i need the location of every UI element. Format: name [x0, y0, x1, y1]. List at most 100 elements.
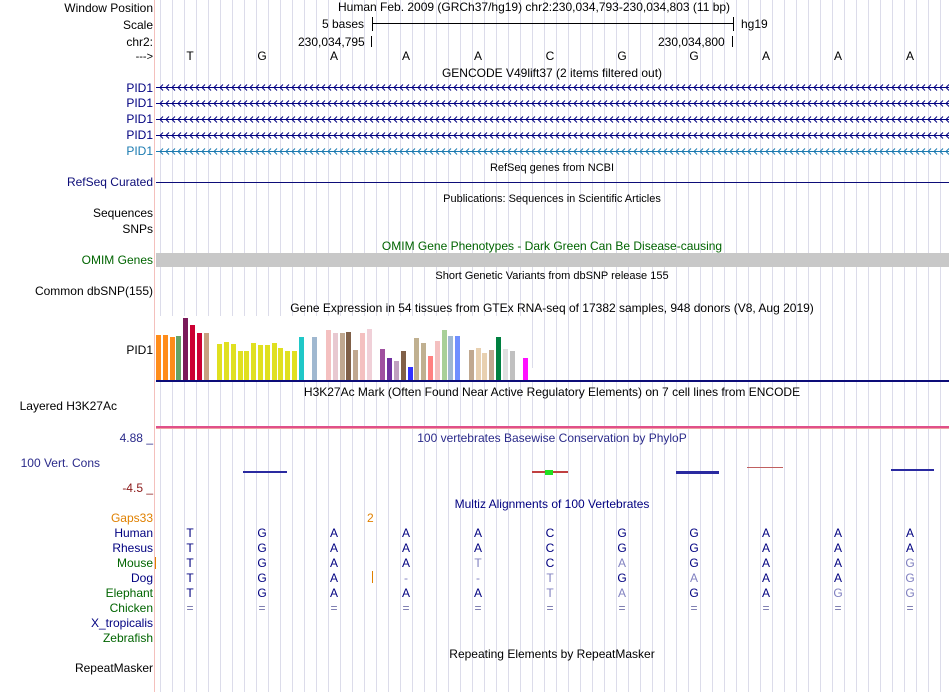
gencode-transcript-3[interactable]: [156, 115, 949, 124]
gtex-tissue-bar[interactable]: [272, 343, 277, 380]
gtex-tissue-bar[interactable]: [469, 350, 474, 380]
species-label-mouse[interactable]: Mouse: [116, 556, 153, 570]
gtex-tissue-bar[interactable]: [204, 333, 209, 380]
gencode-gene-label-3[interactable]: PID1: [126, 112, 153, 126]
reference-base: A: [401, 49, 410, 63]
species-label-xtropicalis[interactable]: X_tropicalis: [90, 616, 153, 630]
gtex-tissue-bar[interactable]: [442, 330, 447, 380]
gencode-transcript-5[interactable]: [156, 147, 949, 156]
gtex-tissue-bar[interactable]: [489, 350, 494, 380]
gtex-tissue-bar[interactable]: [333, 333, 338, 380]
gtex-tissue-bar[interactable]: [435, 341, 440, 380]
gtex-tissue-bar[interactable]: [224, 342, 229, 380]
gtex-tissue-bar[interactable]: [360, 333, 365, 380]
gtex-tissue-bar[interactable]: [217, 344, 222, 380]
gtex-tissue-bar[interactable]: [401, 351, 406, 380]
gtex-tissue-bar[interactable]: [380, 349, 385, 380]
species-label-rhesus[interactable]: Rhesus: [112, 541, 153, 555]
sequences-label[interactable]: Sequences: [92, 206, 153, 220]
omim-gene-bar[interactable]: [156, 253, 949, 267]
gtex-tissue-bar[interactable]: [408, 367, 413, 380]
gtex-tissue-bar[interactable]: [292, 351, 297, 380]
omim-genes-label[interactable]: OMIM Genes: [81, 253, 153, 267]
gtex-tissue-bar[interactable]: [299, 337, 304, 380]
gtex-tissue-bar[interactable]: [326, 330, 331, 380]
repeatmasker-label[interactable]: RepeatMasker: [74, 661, 153, 675]
gtex-tissue-bar[interactable]: [367, 329, 372, 380]
gtex-tissue-bar[interactable]: [448, 336, 453, 380]
gtex-tissue-bar[interactable]: [285, 351, 290, 380]
gtex-tissue-bar[interactable]: [340, 333, 345, 380]
gtex-tissue-bar[interactable]: [496, 337, 501, 380]
gtex-tissue-bar[interactable]: [482, 353, 487, 380]
gtex-tissue-bar[interactable]: [455, 336, 460, 380]
gtex-tissue-bar[interactable]: [278, 348, 283, 380]
species-label-elephant[interactable]: Elephant: [105, 586, 153, 600]
alignment-base: A: [689, 571, 698, 585]
gtex-tissue-bar[interactable]: [387, 358, 392, 380]
gtex-tissue-bar[interactable]: [163, 335, 168, 380]
grid-line: [772, 0, 773, 692]
dbsnp-label[interactable]: Common dbSNP(155): [34, 284, 153, 298]
gtex-tissue-bar[interactable]: [523, 358, 528, 380]
grid-line: [856, 0, 857, 692]
gtex-tissue-bar[interactable]: [258, 345, 263, 380]
gencode-transcript-1[interactable]: [156, 83, 949, 92]
gtex-tissue-bar[interactable]: [244, 351, 249, 380]
alignment-base: -: [404, 571, 408, 585]
species-label-dog[interactable]: Dog: [130, 571, 153, 585]
refseq-transcript[interactable]: [156, 182, 949, 183]
gtex-tissue-bar[interactable]: [353, 350, 358, 380]
gaps-label[interactable]: Gaps33: [110, 511, 153, 525]
refseq-track-title[interactable]: RefSeq genes from NCBI: [489, 162, 615, 174]
snps-label[interactable]: SNPs: [122, 222, 153, 236]
species-label-chicken[interactable]: Chicken: [109, 601, 153, 615]
gtex-tissue-bar[interactable]: [176, 336, 181, 380]
gencode-gene-label-1[interactable]: PID1: [126, 81, 153, 95]
gencode-transcript-2[interactable]: [156, 99, 949, 108]
gtex-tissue-bar[interactable]: [183, 318, 188, 380]
gtex-tissue-bar[interactable]: [530, 368, 535, 380]
gtex-tissue-bar[interactable]: [428, 356, 433, 380]
gencode-gene-label-5[interactable]: PID1: [126, 144, 153, 158]
gtex-tissue-bar[interactable]: [190, 325, 195, 380]
multiz-track-title[interactable]: Multiz Alignments of 100 Vertebrates: [454, 497, 650, 511]
gtex-tissue-bar[interactable]: [197, 333, 202, 380]
phylop-track-title[interactable]: 100 vertebrates Basewise Conservation by…: [417, 431, 687, 445]
conservation-label[interactable]: 100 Vert. Cons: [20, 456, 100, 470]
gtex-tissue-bar[interactable]: [156, 335, 161, 380]
gtex-tissue-bar[interactable]: [476, 348, 481, 380]
gtex-tissue-bar[interactable]: [238, 351, 243, 380]
refseq-curated-label[interactable]: RefSeq Curated: [66, 175, 153, 189]
gencode-transcript-4[interactable]: [156, 131, 949, 140]
species-label-human[interactable]: Human: [114, 526, 153, 540]
alignment-base: A: [905, 526, 914, 540]
repeatmasker-track-title[interactable]: Repeating Elements by RepeatMasker: [449, 647, 655, 661]
gtex-tissue-bar[interactable]: [312, 337, 317, 380]
gtex-tissue-bar[interactable]: [265, 345, 270, 380]
alignment-base: =: [834, 601, 842, 615]
alignment-base: A: [473, 541, 482, 555]
dbsnp-track-title[interactable]: Short Genetic Variants from dbSNP releas…: [435, 270, 669, 282]
gtex-tissue-bar[interactable]: [421, 343, 426, 380]
gtex-tissue-bar[interactable]: [251, 343, 256, 380]
label-separator[interactable]: [154, 0, 155, 692]
gtex-tissue-bar[interactable]: [346, 332, 351, 380]
gtex-tissue-bar[interactable]: [170, 337, 175, 380]
gencode-track-title[interactable]: GENCODE V49lift37 (2 items filtered out): [441, 66, 663, 80]
gencode-gene-label-2[interactable]: PID1: [126, 96, 153, 110]
gtex-tissue-bar[interactable]: [394, 361, 399, 380]
gtex-tissue-bar[interactable]: [231, 344, 236, 380]
h3k27ac-track-title[interactable]: H3K27Ac Mark (Often Found Near Active Re…: [303, 385, 801, 399]
gtex-tissue-bar[interactable]: [510, 351, 515, 380]
gtex-tissue-bar[interactable]: [414, 338, 419, 380]
publications-track-title[interactable]: Publications: Sequences in Scientific Ar…: [443, 193, 661, 205]
species-label-zebrafish[interactable]: Zebrafish: [102, 631, 153, 645]
gtex-tissue-bar[interactable]: [503, 349, 508, 380]
gencode-gene-label-4[interactable]: PID1: [126, 128, 153, 142]
h3k27ac-label[interactable]: Layered H3K27Ac: [19, 399, 117, 413]
omim-track-title[interactable]: OMIM Gene Phenotypes - Dark Green Can Be…: [381, 239, 723, 253]
gtex-gene-label[interactable]: PID1: [126, 343, 153, 357]
alignment-base: A: [617, 586, 626, 600]
gtex-track-title[interactable]: Gene Expression in 54 tissues from GTEx …: [290, 301, 814, 315]
